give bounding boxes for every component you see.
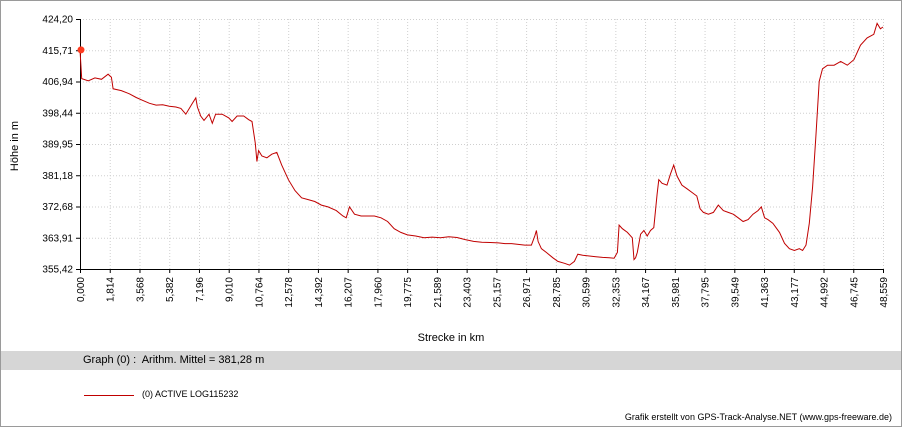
x-tick-label: 14,392 — [314, 277, 325, 308]
x-tick-label: 34,167 — [641, 277, 652, 308]
y-tick-label: 372,68 — [42, 202, 73, 213]
elevation-series-line — [79, 22, 884, 266]
x-tick-label: 32,353 — [611, 277, 622, 308]
y-tick-label: 406,94 — [42, 77, 73, 88]
x-tick-label: 41,363 — [760, 277, 771, 308]
x-tick-label: 44,992 — [820, 277, 831, 308]
credit-text: Grafik erstellt von GPS-Track-Analyse.NE… — [624, 412, 892, 422]
x-tick-label: 35,981 — [671, 277, 682, 308]
x-tick-label: 23,403 — [463, 277, 474, 308]
x-tick-label: 39,549 — [730, 277, 741, 308]
x-tick-label: 1,814 — [106, 277, 117, 302]
y-tick-label: 415,71 — [42, 46, 73, 57]
y-axis-ticks: 424,20 415,71 406,94 398,44 389,95 381,18 372,… — [42, 15, 80, 276]
y-tick-label: 355,42 — [42, 265, 73, 276]
arithmetic-mean-text: Graph (0) : Arithm. Mittel = 381,28 m — [83, 354, 265, 366]
x-tick-label: 30,599 — [582, 277, 593, 308]
x-tick-label: 9,010 — [225, 277, 236, 302]
x-tick-label: 43,177 — [790, 277, 801, 308]
x-tick-label: 48,559 — [879, 277, 890, 308]
y-tick-label: 424,20 — [42, 15, 73, 26]
y-tick-label: 398,44 — [42, 108, 73, 119]
x-tick-label: 12,578 — [284, 277, 295, 308]
x-tick-label: 10,764 — [254, 277, 265, 308]
y-tick-label: 381,18 — [42, 171, 73, 182]
x-tick-label: 3,568 — [135, 277, 146, 302]
y-tick-label: 389,95 — [42, 140, 73, 151]
x-tick-label: 17,960 — [373, 277, 384, 308]
legend-label: (0) ACTIVE LOG115232 — [142, 389, 239, 399]
start-marker — [77, 46, 85, 54]
x-tick-label: 21,589 — [433, 277, 444, 308]
x-tick-label: 28,785 — [552, 277, 563, 308]
x-tick-label: 0,000 — [76, 277, 87, 302]
y-tick-label: 363,91 — [42, 233, 73, 244]
x-tick-label: 46,745 — [849, 277, 860, 308]
y-axis-label: Höhe in m — [9, 120, 21, 172]
statistics-bar: Graph (0) : Arithm. Mittel = 381,28 m — [1, 351, 901, 370]
x-tick-label: 7,196 — [195, 277, 206, 302]
x-tick-label: 25,157 — [492, 277, 503, 308]
x-tick-label: 16,207 — [344, 277, 355, 308]
x-tick-label: 19,775 — [403, 277, 414, 308]
x-tick-label: 37,795 — [701, 277, 712, 308]
x-tick-label: 5,382 — [165, 277, 176, 302]
x-axis-label: Strecke in km — [417, 332, 485, 344]
x-axis-ticks: 0,000 1,814 3,568 5,382 7,196 9,010 10,764 12,5… — [76, 269, 890, 308]
legend-swatch-line — [84, 395, 134, 396]
x-tick-label: 26,971 — [522, 277, 533, 308]
